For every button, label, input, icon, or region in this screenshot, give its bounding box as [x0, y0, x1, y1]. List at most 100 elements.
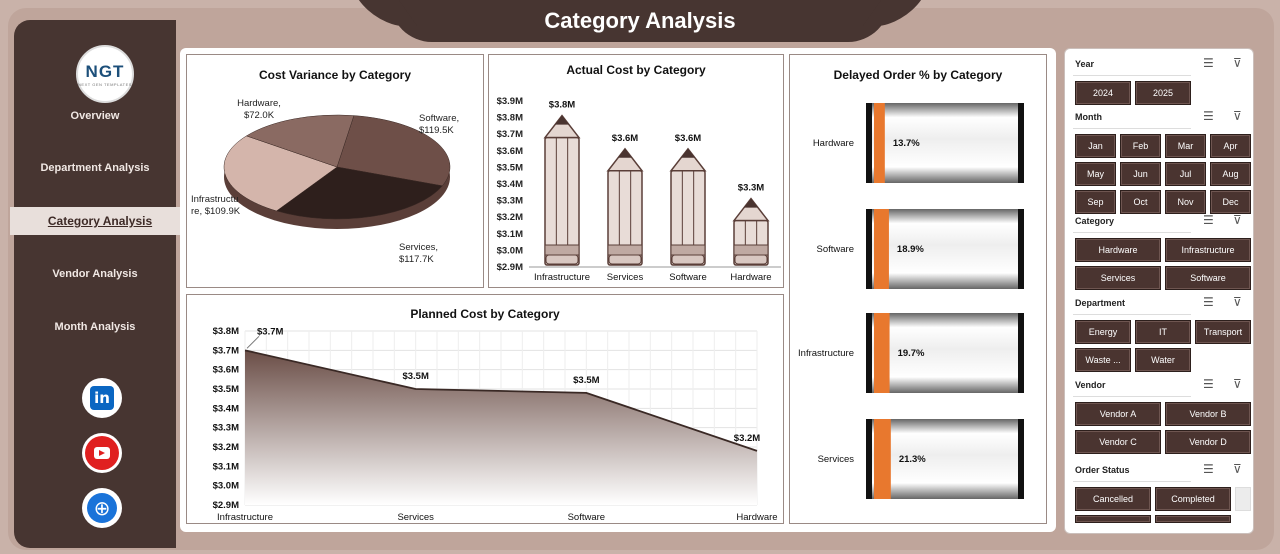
category-option[interactable]: Software	[1165, 266, 1251, 290]
nav-vendor-analysis[interactable]: Vendor Analysis	[52, 268, 138, 280]
department-option[interactable]: Water	[1135, 348, 1191, 372]
delay-bar-services	[866, 419, 1024, 499]
clear-filter-icon[interactable]: ⊽	[1233, 295, 1242, 309]
nav-department-analysis[interactable]: Department Analysis	[40, 162, 150, 174]
month-option[interactable]: Jun	[1120, 162, 1161, 186]
capsule-cap-right	[1018, 313, 1024, 393]
pencil-body	[670, 170, 706, 266]
capsule-fill	[874, 103, 885, 183]
area-data-label: $3.5M	[573, 375, 599, 386]
pencil-bar-infrastructure	[543, 114, 581, 266]
clear-filter-icon[interactable]: ⊽	[1233, 377, 1242, 391]
x-tick-label: Infrastructure	[217, 512, 273, 523]
actual-cost-panel: Actual Cost by Category $2.9M $3.0M $3.1M $…	[488, 54, 784, 288]
y-tick-label: $3.2M	[497, 212, 523, 223]
pie-slice-infrastructure	[223, 135, 338, 212]
x-tick-label: Hardware	[730, 272, 771, 283]
multi-select-icon[interactable]: ☰	[1203, 213, 1214, 227]
department-option[interactable]: Transport	[1195, 320, 1251, 344]
capsule-track	[866, 419, 1024, 499]
month-option[interactable]: Jan	[1075, 134, 1116, 158]
y-tick-label: $3.3M	[497, 196, 523, 207]
pencil-band	[670, 244, 706, 256]
nav-month-analysis[interactable]: Month Analysis	[54, 321, 136, 333]
month-option[interactable]: Dec	[1210, 190, 1251, 214]
capsule-cap-right	[1018, 419, 1024, 499]
clear-filter-icon[interactable]: ⊽	[1233, 213, 1242, 227]
month-option[interactable]: Apr	[1210, 134, 1251, 158]
vendor-option[interactable]: Vendor D	[1165, 430, 1251, 454]
pie-chart: Software, $119.5K Services, $117.7K Infrastr…	[191, 98, 459, 265]
pencil-lead	[681, 148, 695, 158]
youtube-button[interactable]	[82, 433, 122, 473]
slicer-divider	[1073, 75, 1191, 76]
order_status-option[interactable]: Cancelled	[1075, 487, 1151, 511]
delay-data-label: 13.7%	[893, 138, 920, 149]
month-option[interactable]: May	[1075, 162, 1116, 186]
department-option[interactable]: Energy	[1075, 320, 1131, 344]
pie-slice-software	[336, 115, 451, 187]
clear-filter-icon[interactable]: ⊽	[1233, 462, 1242, 476]
month-option[interactable]: Nov	[1165, 190, 1206, 214]
year-option[interactable]: 2024	[1075, 81, 1131, 105]
clear-filter-icon[interactable]: ⊽	[1233, 109, 1242, 123]
main-content: Cost Variance by Category Software, $119.…	[180, 48, 1056, 532]
capsule-cap-left	[866, 313, 872, 393]
y-tick-label: $3.1M	[213, 461, 239, 472]
vendor-option[interactable]: Vendor A	[1075, 402, 1161, 426]
pencil-lead	[618, 148, 632, 158]
area-data-label: $3.7M	[257, 326, 283, 337]
multi-select-icon[interactable]: ☰	[1203, 295, 1214, 309]
order-status-option-partial[interactable]	[1155, 515, 1231, 523]
multi-select-icon[interactable]: ☰	[1203, 56, 1214, 70]
nav-overview[interactable]: Overview	[70, 110, 120, 122]
delayed-order-chart: 13.7% Hardware 18.9% Software 19.7% Infrastru…	[798, 103, 1024, 499]
month-option[interactable]: Aug	[1210, 162, 1251, 186]
month-option[interactable]: Feb	[1120, 134, 1161, 158]
month-slicer-title: Month	[1075, 112, 1102, 122]
month-option[interactable]: Oct	[1120, 190, 1161, 214]
pencil-bar-software	[669, 147, 707, 266]
category-slicer-title: Category	[1075, 216, 1115, 226]
category-option[interactable]: Services	[1075, 266, 1161, 290]
order-status-option-partial[interactable]	[1075, 515, 1151, 523]
bar-data-label: $3.8M	[549, 100, 575, 111]
department-option[interactable]: Waste ...	[1075, 348, 1131, 372]
vendor-option[interactable]: Vendor C	[1075, 430, 1161, 454]
slicer-scrollbar[interactable]	[1235, 487, 1251, 511]
label-leader	[246, 335, 260, 349]
order_status-slicer-title: Order Status	[1075, 465, 1130, 475]
multi-select-icon[interactable]: ☰	[1203, 109, 1214, 123]
order_status-option[interactable]: Completed	[1155, 487, 1231, 511]
multi-select-icon[interactable]: ☰	[1203, 462, 1214, 476]
month-option[interactable]: Jul	[1165, 162, 1206, 186]
month-option[interactable]: Sep	[1075, 190, 1116, 214]
x-tick-label: Hardware	[736, 512, 777, 523]
clear-filter-icon[interactable]: ⊽	[1233, 56, 1242, 70]
category-option[interactable]: Infrastructure	[1165, 238, 1251, 262]
y-tick-label: $3.5M	[213, 384, 239, 395]
y-tick-label: $3.9M	[497, 96, 523, 107]
delayed-order-panel: Delayed Order % by Category 13.7% Hardwar…	[789, 54, 1047, 524]
youtube-icon	[85, 436, 119, 470]
department-option[interactable]: IT	[1135, 320, 1191, 344]
capsule-fill	[874, 209, 889, 289]
linkedin-button[interactable]: in	[82, 378, 122, 418]
company-logo[interactable]: NGT NEXT GEN TEMPLATES	[76, 45, 134, 103]
planned-cost-chart: $2.9M $3.0M $3.1M $3.2M $3.3M $3.4M $3.5M $3.6M…	[213, 326, 778, 523]
pie-slice-hardware	[245, 114, 355, 168]
multi-select-icon[interactable]: ☰	[1203, 377, 1214, 391]
y-tick-label: $2.9M	[497, 262, 523, 273]
y-tick-label: $3.4M	[497, 179, 523, 190]
category-option[interactable]: Hardware	[1075, 238, 1161, 262]
y-category-label: Infrastructure	[798, 348, 854, 359]
capsule-cap-left	[866, 419, 872, 499]
website-button[interactable]: ⊕	[82, 488, 122, 528]
vendor-option[interactable]: Vendor B	[1165, 402, 1251, 426]
month-option[interactable]: Mar	[1165, 134, 1206, 158]
delay-bar-software	[866, 209, 1024, 289]
pencil-body	[544, 136, 580, 266]
nav-category-analysis[interactable]: Category Analysis	[10, 207, 190, 235]
year-option[interactable]: 2025	[1135, 81, 1191, 105]
y-tick-label: $3.8M	[213, 326, 239, 337]
